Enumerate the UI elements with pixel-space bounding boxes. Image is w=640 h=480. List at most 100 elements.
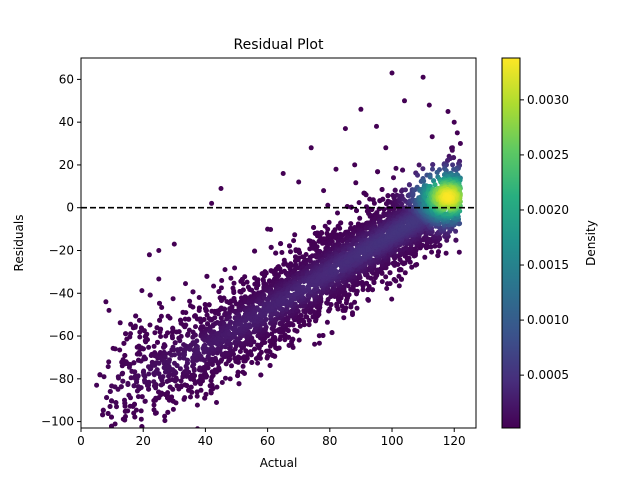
scatter-point (346, 292, 352, 298)
scatter-point (195, 426, 200, 428)
scatter-point (216, 289, 222, 295)
scatter-point (119, 371, 125, 377)
scatter-point (170, 406, 176, 412)
scatter-point (165, 409, 171, 415)
scatter-point (219, 380, 225, 385)
scatter-point (105, 364, 111, 370)
scatter-point (106, 307, 112, 313)
scatter-point (132, 401, 137, 407)
scatter-point (232, 355, 238, 361)
scatter-point (310, 314, 316, 320)
scatter-point (387, 270, 393, 276)
scatter-point (119, 363, 125, 369)
scatter-point (422, 254, 428, 260)
scatter-point (400, 167, 406, 173)
scatter-point (280, 171, 286, 176)
scatter-point (406, 182, 412, 188)
scatter-point (375, 169, 381, 175)
scatter-point (139, 394, 145, 400)
scatter-point (146, 379, 152, 385)
scatter-point (258, 372, 264, 378)
scatter-point (182, 395, 188, 401)
scatter-point (353, 180, 359, 186)
scatter-point (252, 248, 258, 254)
scatter-point (187, 298, 193, 304)
scatter-point (152, 362, 158, 368)
scatter-point (384, 286, 390, 291)
scatter-point (380, 196, 386, 202)
scatter-point (107, 404, 113, 409)
scatter-point (170, 296, 176, 302)
scatter-point (252, 346, 258, 352)
scatter-point (174, 383, 180, 389)
scatter-point (136, 317, 142, 323)
scatter-point (413, 262, 419, 268)
scatter-point (240, 363, 246, 369)
scatter-point (182, 324, 188, 330)
scatter-point (232, 265, 238, 271)
scatter-point (178, 378, 184, 384)
scatter-point (443, 250, 449, 256)
scatter-point (188, 384, 194, 390)
scatter-point (215, 346, 221, 352)
scatter-point (428, 244, 434, 250)
scatter-point (169, 394, 175, 400)
scatter-point (117, 320, 123, 326)
scatter-point (229, 363, 234, 369)
scatter-point (375, 267, 381, 273)
scatter-point (138, 416, 144, 422)
scatter-point (107, 389, 113, 394)
scatter-point (212, 367, 218, 373)
scatter-point (116, 442, 121, 447)
scatter-point (348, 302, 354, 308)
scatter-point (210, 323, 216, 329)
scatter-point (352, 299, 358, 305)
scatter-point (97, 372, 103, 378)
scatter-point (286, 320, 291, 326)
scatter-point (273, 250, 279, 256)
scatter-point (397, 257, 403, 263)
scatter-point (287, 243, 292, 249)
scatter-point (122, 353, 128, 358)
scatter-point (142, 398, 148, 404)
scatter-point (146, 252, 152, 258)
scatter-point (204, 308, 209, 314)
scatter-point (267, 363, 273, 368)
scatter-point (403, 187, 408, 193)
scatter-point (126, 364, 132, 370)
scatter-point (190, 372, 196, 378)
scatter-point (167, 384, 173, 390)
scatter-point (197, 365, 203, 371)
scatter-point (112, 421, 118, 427)
scatter-point (187, 346, 193, 352)
scatter-point (140, 346, 146, 352)
scatter-point (383, 274, 389, 280)
scatter-point (163, 333, 169, 339)
scatter-point (303, 314, 309, 320)
scatter-point (143, 356, 148, 362)
scatter-point (371, 200, 377, 206)
scatter-point (235, 369, 241, 375)
scatter-point (171, 347, 177, 353)
scatter-point (139, 288, 145, 294)
scatter-point (339, 303, 345, 309)
scatter-point (354, 305, 360, 311)
scatter-point (326, 219, 332, 225)
scatter-point (135, 394, 141, 400)
scatter-point (156, 248, 162, 253)
scatter-point (259, 340, 265, 346)
scatter-point (348, 221, 354, 227)
scatter-point (278, 334, 284, 340)
scatter-point (183, 281, 188, 287)
scatter-point (389, 296, 395, 302)
scatter-point (159, 305, 165, 310)
scatter-point (314, 254, 320, 260)
scatter-point (206, 302, 212, 308)
scatter-point (231, 280, 237, 286)
scatter-point (182, 352, 187, 358)
scatter-point (177, 338, 183, 344)
scatter-point (288, 249, 293, 255)
scatter-point (307, 258, 313, 264)
scatter-point (152, 330, 158, 336)
scatter-point (396, 283, 402, 289)
